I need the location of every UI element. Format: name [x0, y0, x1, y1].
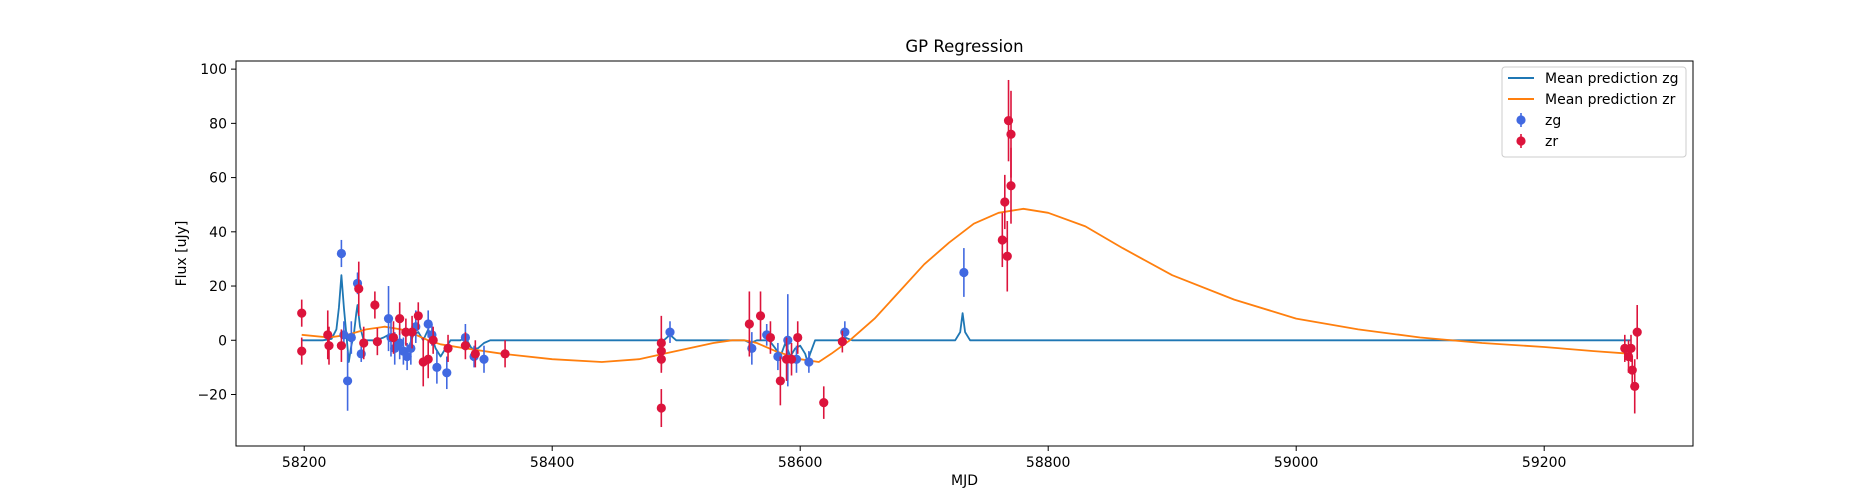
legend-handle-marker [1516, 136, 1526, 146]
y-tick-label: 40 [209, 225, 227, 241]
point-zr [786, 354, 797, 364]
point-zg [783, 335, 793, 345]
x-tick-label: 59000 [1274, 455, 1319, 471]
point-zr [336, 341, 346, 351]
point-zr [1000, 197, 1010, 207]
point-zr [744, 319, 754, 329]
point-zr [354, 284, 364, 294]
point-zr [837, 337, 847, 347]
x-tick-label: 58200 [282, 455, 327, 471]
legend-label: zr [1545, 134, 1558, 150]
point-zg [665, 327, 675, 337]
y-axis: −20 0 20 40 60 80 100 [197, 62, 236, 403]
y-tick-label: 60 [209, 171, 227, 187]
point-zg [346, 332, 356, 343]
point-zr [407, 327, 417, 337]
point-zr [370, 300, 380, 310]
point-zr [413, 311, 423, 321]
point-zr [775, 376, 785, 386]
point-zr [323, 330, 333, 340]
point-zr [359, 338, 369, 348]
point-zg [423, 319, 433, 329]
point-zr [388, 332, 399, 343]
point-zr [470, 349, 480, 359]
point-zr [423, 354, 433, 364]
x-tick-label: 59200 [1522, 455, 1567, 471]
point-zr [372, 337, 382, 347]
point-zg [479, 354, 489, 364]
x-tick-label: 58800 [1026, 455, 1071, 471]
point-zg [406, 343, 416, 353]
point-zr [1626, 343, 1636, 353]
point-zr [997, 235, 1007, 245]
y-tick-label: −20 [197, 387, 227, 403]
point-zr [443, 343, 453, 353]
y-tick-label: 20 [209, 279, 227, 295]
point-zr [765, 332, 776, 343]
point-zg [336, 248, 346, 259]
legend-box [1501, 66, 1687, 158]
point-zr [1006, 129, 1016, 139]
point-zr [793, 332, 803, 343]
series-layer [297, 79, 1642, 428]
point-zr [1002, 251, 1012, 261]
point-zr [755, 311, 766, 321]
y-tick-label: 0 [218, 333, 227, 349]
point-zr [297, 308, 307, 318]
point-zg [804, 357, 814, 367]
point-zr [395, 313, 405, 324]
y-tick-label: 100 [200, 62, 227, 78]
point-zg [343, 376, 353, 386]
point-zg [432, 362, 442, 372]
point-zg [959, 267, 969, 278]
series-zg [336, 239, 969, 411]
point-zr [428, 335, 438, 345]
point-zr [1630, 381, 1640, 391]
point-zr [460, 341, 470, 351]
point-zg [442, 368, 452, 378]
point-zr [656, 403, 666, 413]
point-zg [402, 351, 412, 362]
x-axis-label: MJD [951, 473, 978, 489]
legend-handle-marker [1516, 115, 1526, 125]
point-zr [656, 354, 666, 364]
point-zr [324, 341, 334, 351]
chart-title: GP Regression [905, 37, 1023, 56]
point-zr [297, 346, 307, 356]
series-zr [297, 79, 1642, 428]
y-tick-label: 80 [209, 116, 227, 132]
legend-label: zg [1545, 113, 1561, 129]
legend: Mean prediction zg Mean prediction zr zg zr [1501, 66, 1687, 158]
plot-frame [235, 60, 1694, 447]
x-tick-label: 58400 [530, 455, 575, 471]
point-zr [819, 398, 829, 408]
legend-label: Mean prediction zg [1545, 71, 1679, 87]
legend-label: Mean prediction zr [1545, 92, 1676, 108]
point-zg [395, 338, 405, 348]
point-zr [1632, 327, 1642, 337]
x-tick-label: 58600 [778, 455, 823, 471]
x-axis: 58200 58400 58600 58800 59000 59200 [282, 446, 1567, 471]
point-zr [1006, 181, 1016, 191]
y-axis-label: Flux [uJy] [174, 221, 190, 287]
point-zr [500, 349, 510, 359]
